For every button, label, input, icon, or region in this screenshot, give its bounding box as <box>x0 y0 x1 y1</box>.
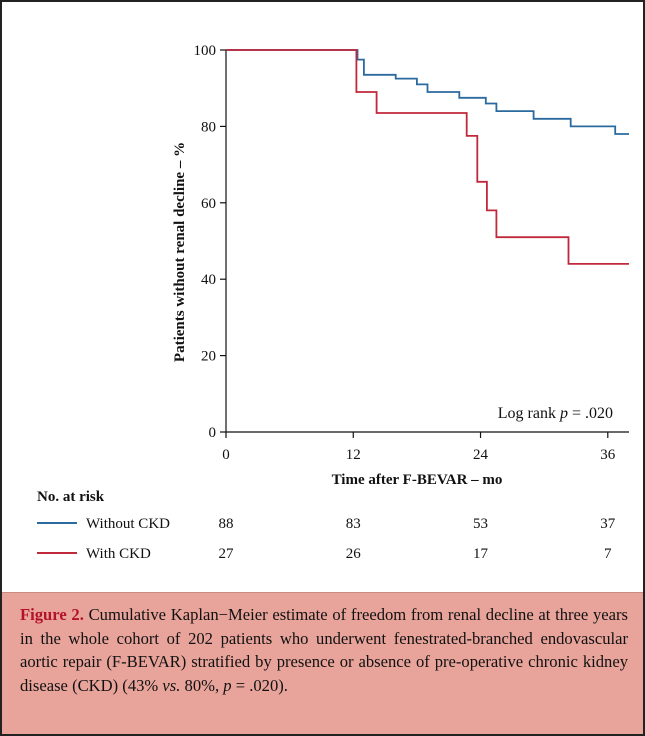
y-tick-label: 0 <box>209 425 217 441</box>
figure-caption: Figure 2. Cumulative Kaplan−Meier estima… <box>2 592 643 734</box>
series-line-with-ckd <box>226 49 629 265</box>
x-tick-label: 12 <box>346 447 361 463</box>
y-tick-label: 100 <box>194 43 217 59</box>
y-tick-label: 40 <box>201 272 216 288</box>
caption-body: Cumulative Kaplan−Meier estimate of free… <box>20 605 628 695</box>
legend-label-with-ckd: With CKD <box>86 546 151 562</box>
series-line-without-ckd <box>226 49 629 135</box>
risk-table-heading: No. at risk <box>37 489 105 505</box>
log-rank-annotation: Log rank p = .020 <box>498 405 613 422</box>
x-axis-title: Time after F-BEVAR – mo <box>332 472 503 488</box>
risk-value: 17 <box>473 546 489 562</box>
y-axis-ticks: 0 20 40 60 80 100 <box>194 43 226 441</box>
caption-text: Figure 2. Cumulative Kaplan−Meier estima… <box>20 603 628 697</box>
risk-value: 26 <box>346 546 362 562</box>
series-group <box>226 49 629 265</box>
risk-value: 27 <box>219 546 235 562</box>
risk-value: 88 <box>219 516 234 532</box>
x-tick-label: 24 <box>473 447 489 463</box>
y-tick-label: 60 <box>201 196 216 212</box>
y-axis-title: Patients without renal decline – % <box>172 142 188 362</box>
x-tick-label: 36 <box>600 447 616 463</box>
risk-value: 53 <box>473 516 488 532</box>
x-tick-label: 0 <box>222 447 230 463</box>
risk-value: 7 <box>604 546 612 562</box>
risk-table: Without CKD 88 83 53 37 With CKD 27 26 17 7 <box>37 516 616 562</box>
risk-value: 83 <box>346 516 361 532</box>
x-axis-ticks: 0 12 24 36 <box>222 432 616 463</box>
y-tick-label: 20 <box>201 349 216 365</box>
figure-label: Figure 2. <box>20 605 84 624</box>
legend-label-without-ckd: Without CKD <box>86 516 170 532</box>
km-chart: 0 20 40 60 80 100 0 12 24 36 Patients without re… <box>37 43 629 562</box>
y-tick-label: 80 <box>201 119 216 135</box>
risk-value: 37 <box>600 516 616 532</box>
